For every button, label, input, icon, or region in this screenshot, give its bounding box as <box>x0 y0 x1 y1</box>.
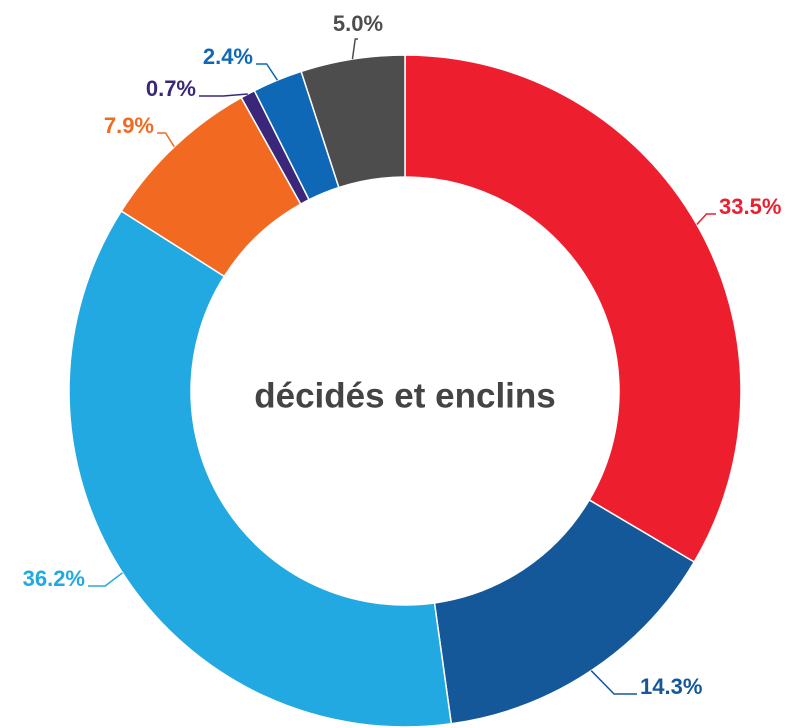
donut-slice <box>404 54 742 564</box>
leader-line <box>256 63 279 81</box>
leader-line <box>351 38 358 60</box>
donut-slice <box>300 54 406 189</box>
leader-line <box>590 670 637 695</box>
value-label: 0.7% <box>146 76 196 101</box>
leader-line <box>88 572 123 587</box>
leader-line <box>199 93 248 97</box>
donut-slice <box>68 209 453 728</box>
leader-line <box>696 213 716 226</box>
value-label: 14.3% <box>640 674 702 699</box>
center-title: décidés et enclins <box>254 376 556 415</box>
value-label: 7.9% <box>104 113 154 138</box>
value-label: 2.4% <box>203 44 253 69</box>
leader-line <box>157 132 175 148</box>
value-label: 5.0% <box>333 11 383 36</box>
value-label: 33.5% <box>719 194 781 219</box>
value-label: 36.2% <box>23 566 85 591</box>
